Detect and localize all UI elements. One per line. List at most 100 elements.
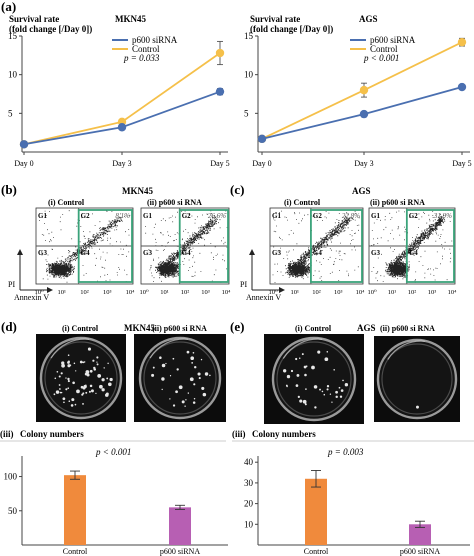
flow-plot-ags-sirna: G1 G2 G3 G4 31.9% 10⁰ 10¹ 10² 10³ 10⁴ <box>367 207 458 296</box>
colony-sub-mkn45-control: (i) Control <box>62 324 99 333</box>
pvalue-survival-ags: p < 0.001 <box>363 53 399 63</box>
survival-ylabel-right-line2: (fold change [/Day 0]) <box>250 24 333 34</box>
legend-sirna-right: p600 siRNA <box>370 35 416 45</box>
flow-event-dots <box>145 210 228 283</box>
dish-glare <box>387 340 425 360</box>
dish-rim-outer <box>39 336 123 420</box>
gate-label-g1: G1 <box>272 212 281 220</box>
flow-title-mkn45: MKN45 <box>122 186 153 196</box>
bar-ytick-label-3-0: 10 <box>244 519 254 529</box>
survival-marks-ags: 5 10 15 Day 0 Day 3 Day 5 <box>244 31 472 168</box>
pvalue-colony-mkn45: p < 0.001 <box>95 447 131 457</box>
point-0-0-1 <box>117 123 127 132</box>
flow-percentage: 8.1% <box>115 212 130 220</box>
gate-label-g4: G4 <box>409 249 418 257</box>
ytick-label-0-1: 10 <box>8 70 18 80</box>
flow-xtick-4: 10⁴ <box>448 289 458 296</box>
flow-xtick-0: 10⁰ <box>268 289 278 296</box>
flow-xtick-2: 10² <box>312 289 321 296</box>
flow-apoptosis-gate <box>178 209 229 283</box>
point-0-1-2 <box>215 48 225 58</box>
gate-label-g1: G1 <box>38 212 47 220</box>
flow-event-dots <box>272 210 360 283</box>
gate-label-g1: G1 <box>143 212 152 220</box>
dish-photo-ags-sirna <box>374 336 460 422</box>
bar-ytick-label-2-1: 100 <box>4 472 18 482</box>
flow-percentage: 26.6% <box>208 212 226 220</box>
gate-label-g3: G3 <box>38 249 47 257</box>
flow-event-dots <box>371 210 453 283</box>
flow-sub-ags-sirna: (ii) p600 si RNA <box>370 198 425 207</box>
colony-iii-left: (iii) <box>0 429 14 439</box>
flow-xtick-2: 10² <box>80 289 89 296</box>
ytick-label-0-0: 5 <box>8 108 13 118</box>
point-1-1-1 <box>359 85 369 95</box>
flow-axis-arrows-left <box>17 249 53 293</box>
colony-bars-mkn45: 50 100 Control p600 siRNA <box>4 456 228 556</box>
flow-sub-mkn45-control: (i) Control <box>48 198 85 207</box>
flow-xtick-1: 10¹ <box>291 289 300 296</box>
gate-label-g4: G4 <box>313 249 322 257</box>
survival-ylabel-right-line1: Survival rate <box>250 14 300 24</box>
gate-label-g4: G4 <box>81 249 90 257</box>
bar-ytick-label-2-0: 50 <box>8 506 18 516</box>
xtick-label-1-0: Day 0 <box>252 159 271 168</box>
gate-label-g4: G4 <box>182 249 191 257</box>
flow-xtick-4: 10⁴ <box>356 289 366 296</box>
flow-percentage: 22.8% <box>342 212 360 220</box>
point-0-0-2 <box>215 87 225 96</box>
survival-marks-mkn45: 5 10 15 Day 0 Day 3 Day 5 <box>8 31 230 168</box>
dish-photo-mkn45-control <box>36 334 126 422</box>
dish-colony-dots <box>416 405 419 409</box>
dish-rim-outer <box>271 336 357 422</box>
xtick-label-1-1: Day 3 <box>354 159 373 168</box>
legend-control-left: Control <box>132 44 160 54</box>
gate-label-g3: G3 <box>143 249 152 257</box>
flow-apoptosis-gate <box>77 209 133 283</box>
dish-photo-ags-control <box>264 334 364 424</box>
colony-iii-right: (iii) <box>232 429 246 439</box>
point-1-0-0 <box>257 134 267 144</box>
gate-label-g2: G2 <box>182 212 191 220</box>
flow-xtick-2: 10² <box>181 289 190 296</box>
flow-xtick-3: 10³ <box>103 289 112 296</box>
flow-axis-annexin-right: Annexin V <box>246 293 281 302</box>
ytick-label-1-1: 10 <box>244 70 254 80</box>
bar-3-1 <box>409 524 431 545</box>
ytick-label-1-0: 5 <box>244 108 249 118</box>
bar-2-0 <box>64 475 86 545</box>
colony-sub-ags-sirna: (ii) p600 si RNA <box>380 324 435 333</box>
dish-rim-inner <box>276 341 352 417</box>
flow-xtick-3: 10³ <box>428 289 437 296</box>
flow-apoptosis-gate <box>405 209 455 283</box>
xtick-label-0-0: Day 0 <box>14 159 33 168</box>
gate-label-g3: G3 <box>272 249 281 257</box>
bar-marks-ags: 10 20 30 40 Control p600 siRNA <box>244 457 440 556</box>
flow-xtick-4: 10⁴ <box>126 289 136 296</box>
survival-plot-mkn45: Survival rate (fold change [/Day 0]) MKN… <box>8 14 230 168</box>
colony-numbers-left: Colony numbers <box>20 429 84 439</box>
bar-xlabel-3-1: p600 siRNA <box>400 547 440 556</box>
panel-label-b: (b) <box>1 182 17 197</box>
dish-colony-dots <box>53 347 113 407</box>
xtick-label-0-1: Day 3 <box>112 159 131 168</box>
flow-xtick-1: 10¹ <box>160 289 169 296</box>
dish-rim-inner <box>143 341 217 415</box>
bar-xlabel-2-0: Control <box>63 547 88 556</box>
gate-label-g2: G2 <box>81 212 90 220</box>
flow-plot-mkn45-control: G1 G2 G3 G4 8.1% 10⁰ 10¹ 10² 10³ 10⁴ <box>34 207 136 296</box>
flow-event-dots <box>39 210 131 283</box>
point-1-0-1 <box>359 109 369 119</box>
colony-sub-ags-control: (i) Control <box>295 324 332 333</box>
flow-xtick-3: 10³ <box>201 289 210 296</box>
dish-rim-outer <box>138 336 222 420</box>
bar-ytick-label-3-2: 30 <box>244 478 254 488</box>
colony-title-ags: AGS <box>357 323 376 333</box>
bar-marks-mkn45: 50 100 Control p600 siRNA <box>4 470 200 556</box>
colony-numbers-right: Colony numbers <box>252 429 316 439</box>
bar-xlabel-3-0: Control <box>304 547 329 556</box>
survival-title-mkn45: MKN45 <box>115 14 146 24</box>
dish-rim-outer <box>376 338 458 420</box>
flow-plot-ags-control: G1 G2 G3 G4 22.8% 10⁰ 10¹ 10² 10³ 10⁴ <box>268 207 366 296</box>
